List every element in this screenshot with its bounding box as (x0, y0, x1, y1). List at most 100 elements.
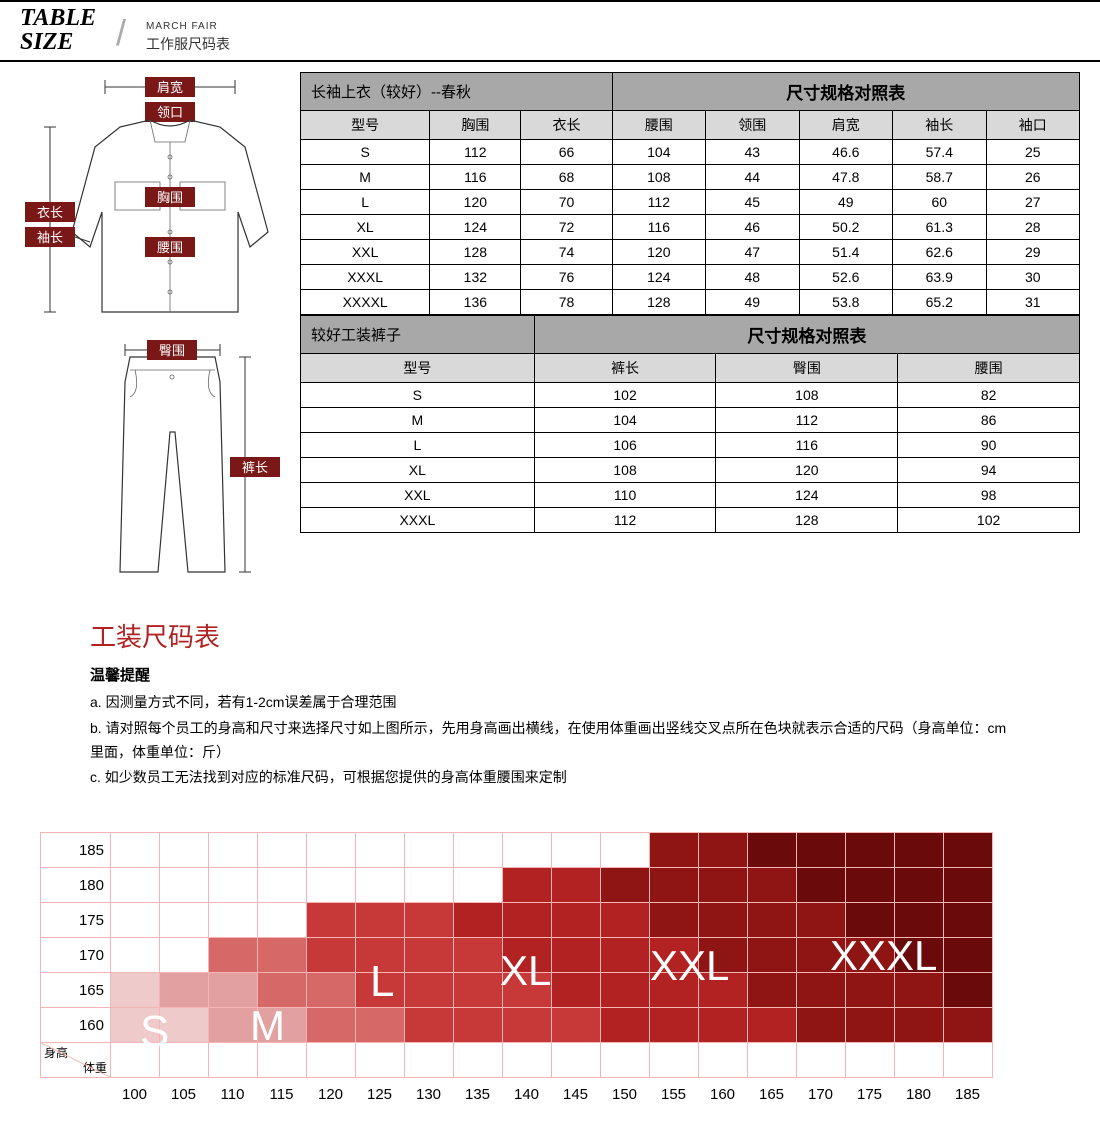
heatmap-cell (895, 1008, 944, 1043)
svg-text:腰围: 腰围 (157, 240, 183, 255)
heatmap: 185180175170165160身高体重 10010511011512012… (40, 832, 1060, 1103)
heatmap-cell (846, 903, 895, 938)
garment-diagram: 肩宽 领口 胸围 腰围 衣长 (20, 72, 290, 607)
table-cell: 102 (534, 383, 716, 408)
table-cell: 52.6 (799, 265, 892, 290)
table-header-cell: 腰围 (612, 111, 705, 140)
heatmap-cell (209, 833, 258, 868)
jacket-size-table: 长袖上衣（较好）--春秋 尺寸规格对照表 型号胸围衣长腰围领围肩宽袖长袖口S11… (300, 72, 1080, 315)
heatmap-cell (895, 1043, 944, 1078)
heatmap-cell (748, 903, 797, 938)
heatmap-cell (209, 1043, 258, 1078)
table-header-cell: 胸围 (430, 111, 521, 140)
table-header-cell: 袖口 (986, 111, 1079, 140)
heatmap-cell (846, 868, 895, 903)
table-cell: M (301, 165, 430, 190)
table-cell: 26 (986, 165, 1079, 190)
heatmap-cell (601, 833, 650, 868)
table-cell: 46 (706, 215, 799, 240)
heatmap-x-label: 120 (306, 1086, 355, 1103)
heatmap-cell (748, 1008, 797, 1043)
heatmap-cell (454, 938, 503, 973)
heatmap-cell (944, 1008, 993, 1043)
heatmap-x-label: 155 (649, 1086, 698, 1103)
svg-text:袖长: 袖长 (37, 230, 63, 245)
heatmap-cell (748, 868, 797, 903)
heatmap-cell (944, 973, 993, 1008)
heatmap-cell (307, 973, 356, 1008)
svg-text:领口: 领口 (157, 105, 183, 120)
table-cell: 124 (612, 265, 705, 290)
table-cell: 68 (521, 165, 612, 190)
table-cell: 27 (986, 190, 1079, 215)
table-cell: 108 (716, 383, 898, 408)
notes-item: c. 如少数员工无法找到对应的标准尺码，可根据您提供的身高体重腰围来定制 (90, 766, 1010, 790)
heatmap-cell (307, 903, 356, 938)
table-cell: 112 (716, 408, 898, 433)
heatmap-cell (552, 833, 601, 868)
heatmap-cell (454, 1043, 503, 1078)
heatmap-y-label: 170 (41, 938, 111, 973)
heatmap-cell (650, 973, 699, 1008)
table-header-cell: 领围 (706, 111, 799, 140)
pants-title-left: 较好工装裤子 (301, 316, 535, 354)
heatmap-x-label: 180 (894, 1086, 943, 1103)
heatmap-cell (895, 868, 944, 903)
table-cell: 47 (706, 240, 799, 265)
table-cell: XL (301, 458, 535, 483)
heatmap-cell (160, 868, 209, 903)
heatmap-cell (895, 903, 944, 938)
heatmap-cell (209, 1008, 258, 1043)
heatmap-cell (307, 868, 356, 903)
table-header-cell: 型号 (301, 354, 535, 383)
svg-text:胸围: 胸围 (157, 190, 183, 205)
table-cell: 136 (430, 290, 521, 315)
heatmap-cell (405, 938, 454, 973)
heatmap-x-label: 165 (747, 1086, 796, 1103)
heatmap-cell (601, 1043, 650, 1078)
header-sub-cn: 工作服尺码表 (146, 34, 230, 54)
top-section: 肩宽 领口 胸围 腰围 衣长 (0, 62, 1100, 607)
table-cell: XXL (301, 240, 430, 265)
diagram-svg: 肩宽 领口 胸围 腰围 衣长 (20, 72, 290, 602)
table-cell: XXXL (301, 508, 535, 533)
heatmap-cell (797, 833, 846, 868)
header-title: TABLE SIZE (20, 6, 96, 54)
table-cell: 31 (986, 290, 1079, 315)
heatmap-cell (307, 833, 356, 868)
table-row: XXL11012498 (301, 483, 1080, 508)
heatmap-cell (552, 938, 601, 973)
table-cell: 45 (706, 190, 799, 215)
heatmap-cell (307, 938, 356, 973)
heatmap-cell (748, 833, 797, 868)
heatmap-y-label: 175 (41, 903, 111, 938)
table-cell: 47.8 (799, 165, 892, 190)
jacket-title-right: 尺寸规格对照表 (612, 73, 1079, 111)
table-row: M116681084447.858.726 (301, 165, 1080, 190)
table-cell: 44 (706, 165, 799, 190)
table-cell: 29 (986, 240, 1079, 265)
heatmap-cell (405, 973, 454, 1008)
table-cell: 102 (898, 508, 1080, 533)
heatmap-cell (405, 833, 454, 868)
table-cell: 128 (430, 240, 521, 265)
table-cell: 70 (521, 190, 612, 215)
table-row: L10611690 (301, 433, 1080, 458)
table-cell: XXXL (301, 265, 430, 290)
heatmap-cell (699, 903, 748, 938)
heatmap-cell (258, 833, 307, 868)
table-cell: 58.7 (893, 165, 986, 190)
table-cell: L (301, 433, 535, 458)
tables-column: 长袖上衣（较好）--春秋 尺寸规格对照表 型号胸围衣长腰围领围肩宽袖长袖口S11… (300, 72, 1080, 607)
heatmap-cell (356, 833, 405, 868)
heatmap-cell (601, 973, 650, 1008)
table-header-cell: 袖长 (893, 111, 986, 140)
heatmap-x-label: 110 (208, 1086, 257, 1103)
heatmap-cell (846, 1043, 895, 1078)
heatmap-cell (797, 868, 846, 903)
table-cell: 98 (898, 483, 1080, 508)
heatmap-cell (846, 938, 895, 973)
table-cell: 120 (716, 458, 898, 483)
heatmap-cell (111, 868, 160, 903)
table-cell: 128 (716, 508, 898, 533)
